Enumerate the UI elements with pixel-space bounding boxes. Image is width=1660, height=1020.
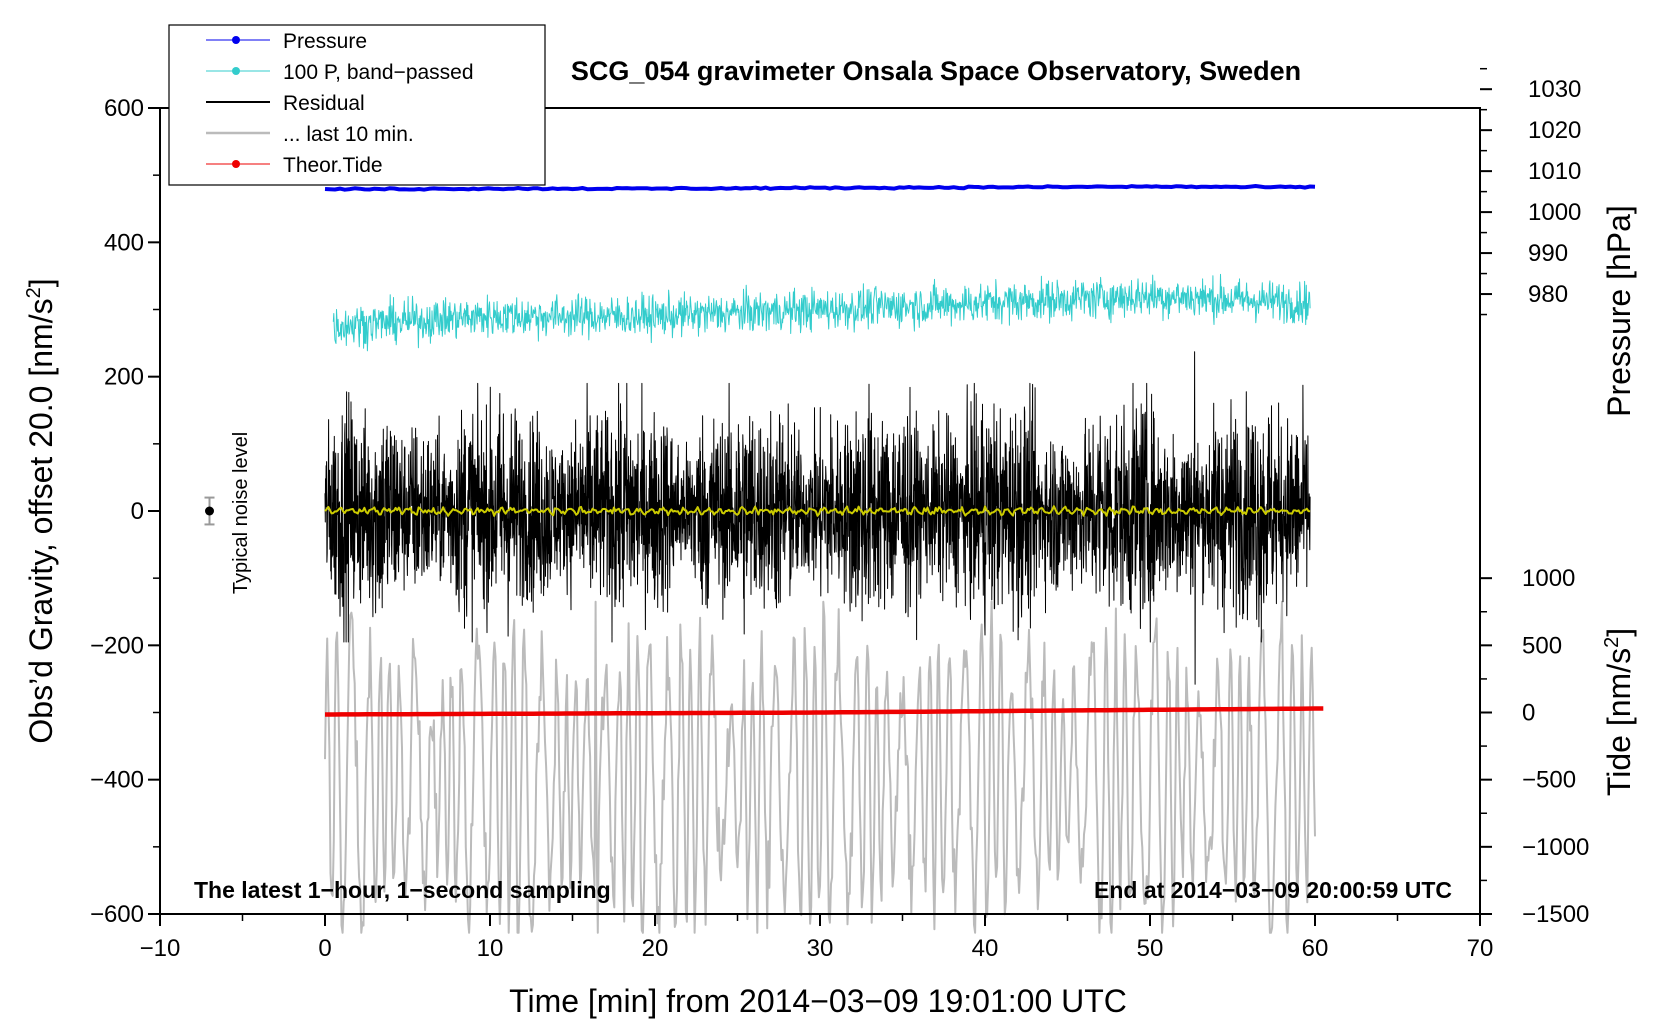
legend-label-pressure: Pressure — [283, 30, 367, 53]
y-tick-label-left: 600 — [104, 95, 144, 122]
noise-level-marker — [204, 496, 215, 526]
chart-title: SCG_054 gravimeter Onsala Space Observat… — [571, 56, 1301, 86]
y-tick-label-left: 200 — [104, 364, 144, 391]
tide-tick-label: −500 — [1522, 767, 1576, 794]
legend-marker-bandpassed — [232, 67, 240, 75]
legend: Pressure 100 P, band−passed Residual ...… — [168, 24, 546, 186]
tide-tick-label: −1000 — [1522, 834, 1589, 861]
x-tick-label: 60 — [1302, 935, 1329, 962]
data-lines — [324, 184, 1324, 934]
legend-label-tide: Theor.Tide — [283, 154, 383, 177]
y-tick-label-left: 0 — [131, 498, 144, 525]
x-tick-label: 10 — [477, 935, 504, 962]
legend-label-bandpassed: 100 P, band−passed — [283, 61, 474, 84]
annotation-sampling: The latest 1−hour, 1−second sampling — [194, 877, 611, 903]
y-axis-label-tide: Tide [nm/s2] — [1601, 628, 1637, 796]
y-tick-label-left: −200 — [90, 632, 144, 659]
x-tick-label: 40 — [972, 935, 999, 962]
legend-label-residual: Residual — [283, 92, 365, 115]
x-axis-label: Time [min] from 2014−03−09 19:01:00 UTC — [509, 983, 1127, 1019]
series-last-10-min-line — [324, 600, 1316, 934]
x-tick-label: 0 — [318, 935, 331, 962]
pressure-tick-label: 990 — [1528, 240, 1568, 267]
legend-marker-pressure — [232, 36, 240, 44]
noise-level-label: Typical noise level — [230, 432, 252, 594]
series-residual-smoothed-line — [324, 505, 1311, 517]
annotation-end-time: End at 2014−03−09 20:00:59 UTC — [1094, 877, 1452, 903]
tide-tick-label: 500 — [1522, 632, 1562, 659]
legend-marker-tide — [232, 160, 240, 168]
pressure-tick-label: 1010 — [1528, 158, 1581, 185]
tide-tick-label: 1000 — [1522, 565, 1575, 592]
series-residual-line — [324, 351, 1311, 685]
y-axis-label-pressure: Pressure [hPa] — [1601, 205, 1637, 417]
x-tick-label: 30 — [807, 935, 834, 962]
pressure-tick-label: 1020 — [1528, 117, 1581, 144]
y-tick-label-left: −600 — [90, 901, 144, 928]
tick-marks — [148, 67, 1492, 926]
series-theor-tide-line — [325, 706, 1324, 717]
y-axis-label-left: Obs’d Gravity, offset 20.0 [nm/s2] — [23, 278, 59, 743]
pressure-tick-label: 1000 — [1528, 199, 1581, 226]
tide-tick-label: −1500 — [1522, 901, 1589, 928]
y-tick-label-left: 400 — [104, 229, 144, 256]
series-pressure-line — [324, 184, 1316, 192]
legend-label-last10: ... last 10 min. — [283, 123, 414, 146]
x-tick-label: 20 — [642, 935, 669, 962]
x-tick-label: −10 — [140, 935, 181, 962]
legend-box — [168, 24, 546, 186]
pressure-tick-label: 980 — [1528, 281, 1568, 308]
y-tick-label-left: −400 — [90, 767, 144, 794]
series-bandpassed-line — [332, 273, 1311, 352]
x-tick-label: 50 — [1137, 935, 1164, 962]
x-tick-label: 70 — [1467, 935, 1494, 962]
tide-tick-label: 0 — [1522, 700, 1535, 727]
pressure-tick-label: 1030 — [1528, 76, 1581, 103]
